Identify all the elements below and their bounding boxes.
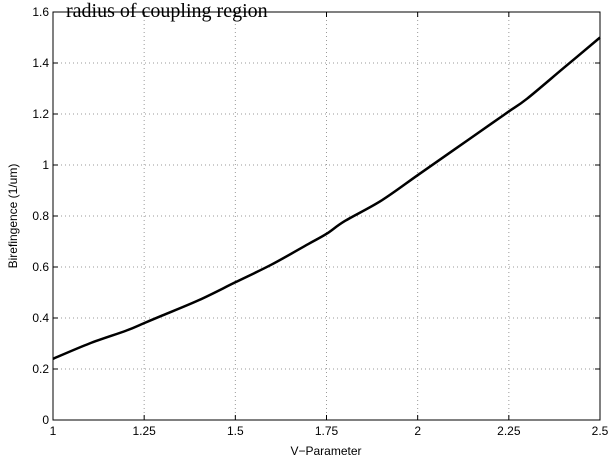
x-tick-label: 2.25 <box>497 424 521 438</box>
x-tick-label: 1.25 <box>132 424 156 438</box>
x-tick-label: 2 <box>414 424 421 438</box>
axis-ticks <box>52 11 601 421</box>
y-tick-label: 0 <box>42 413 49 427</box>
y-tick-label: 1.4 <box>32 56 49 70</box>
x-tick-label: 2.5 <box>592 424 609 438</box>
y-tick-label: 0.8 <box>32 209 49 223</box>
x-tick-label: 1.5 <box>227 424 244 438</box>
y-tick-label: 1.6 <box>32 5 49 19</box>
x-axis-label: V−Parameter <box>290 444 361 458</box>
x-tick-label: 1.75 <box>315 424 339 438</box>
y-tick-label: 0.2 <box>32 362 49 376</box>
y-tick-label: 0.4 <box>32 311 49 325</box>
series-line <box>52 36 601 360</box>
y-tick-label: 1.2 <box>32 107 49 121</box>
chart-title: radius of coupling region <box>66 0 268 22</box>
tick-labels: 1 1.25 1.5 1.75 2 2.25 2.5 0 0.2 0.4 0.6 0.8 1 1.2 1.4… <box>32 5 608 438</box>
x-tick-label: 1 <box>50 424 57 438</box>
y-axis-label: Birefingence (1/um) <box>6 164 20 269</box>
grid-lines <box>53 12 600 420</box>
y-tick-label: 0.6 <box>32 260 49 274</box>
y-tick-label: 1 <box>42 158 49 172</box>
